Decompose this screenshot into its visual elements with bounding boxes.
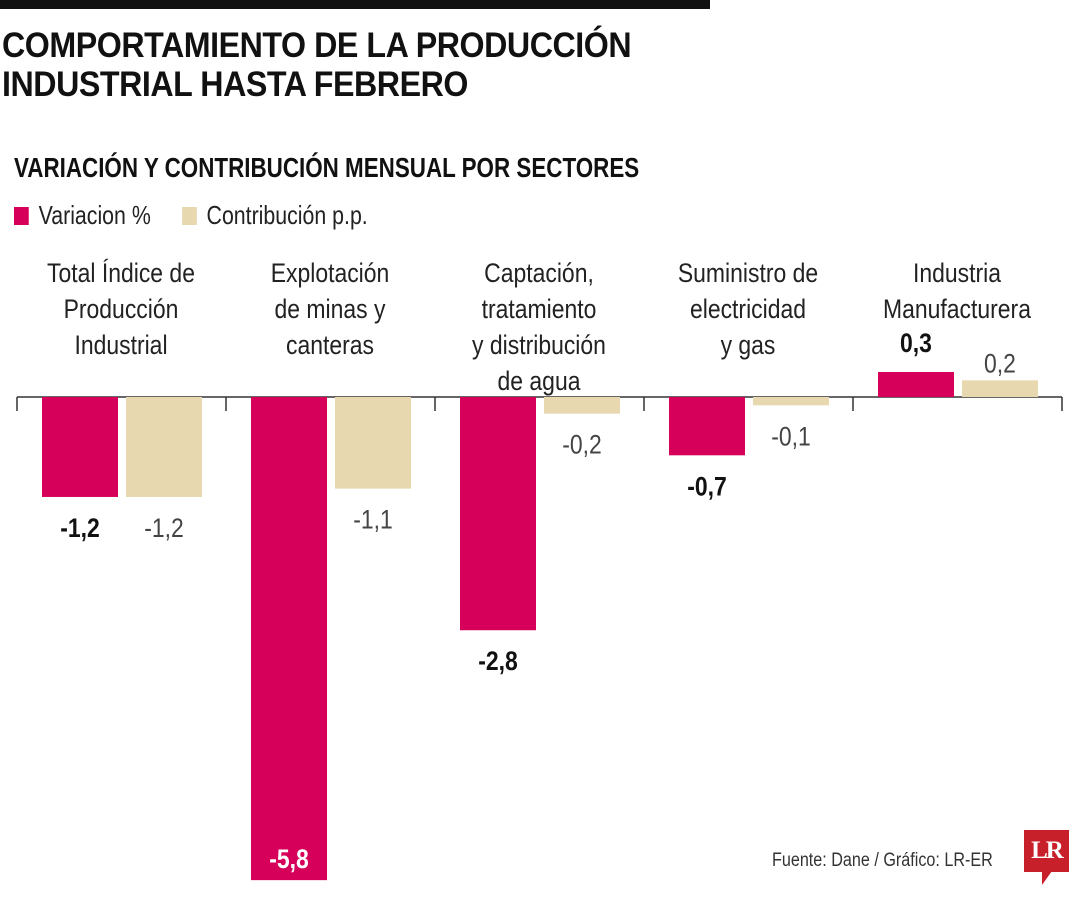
- category-label: Industria: [913, 258, 1001, 288]
- bar-variacion: [669, 397, 745, 456]
- legend-item-variacion: Variacion %: [14, 200, 151, 231]
- data-label: -2,8: [478, 647, 518, 677]
- bar-variacion: [878, 372, 954, 397]
- chart-subtitle: VARIACIÓN Y CONTRIBUCIÓN MENSUAL POR SEC…: [14, 152, 640, 183]
- data-label: -1,1: [353, 505, 393, 535]
- bar-contribucion: [544, 397, 620, 414]
- bar-variacion: [42, 397, 118, 497]
- source-note: Fuente: Dane / Gráfico: LR-ER: [772, 850, 993, 871]
- bar-variacion: [251, 397, 327, 881]
- data-label: -0,1: [771, 422, 811, 452]
- legend: Variacion % Contribución p.p.: [14, 200, 368, 231]
- category-label: y gas: [721, 330, 776, 360]
- bar-contribucion: [126, 397, 202, 497]
- title-line-1: COMPORTAMIENTO DE LA PRODUCCIÓN: [2, 26, 632, 65]
- category-label: Producción: [64, 294, 179, 324]
- category-label: Total Índice de: [47, 257, 195, 288]
- lr-logo: LR: [1024, 830, 1069, 885]
- data-label: -5,8: [269, 844, 309, 874]
- category-label: tratamiento: [482, 294, 597, 324]
- category-label: Captación,: [484, 258, 594, 288]
- category-label: Explotación: [271, 258, 390, 288]
- bar-contribucion: [753, 397, 829, 406]
- category-label: canteras: [286, 330, 374, 360]
- data-label: -1,2: [144, 513, 184, 543]
- category-label: electricidad: [690, 294, 806, 324]
- category-label: y distribución: [472, 330, 606, 360]
- data-label: 0,2: [984, 349, 1016, 379]
- category-label: Industrial: [74, 330, 167, 360]
- legend-label: Contribución p.p.: [206, 200, 368, 230]
- top-rule: [0, 0, 710, 9]
- data-label: -0,2: [562, 430, 602, 460]
- category-label: de minas y: [275, 294, 386, 324]
- category-label: Suministro de: [678, 258, 818, 288]
- data-label: 0,3: [900, 328, 932, 358]
- legend-swatch-variacion: [14, 207, 29, 225]
- data-label: -0,7: [687, 472, 727, 502]
- data-label: -1,2: [60, 513, 100, 543]
- title-line-2: INDUSTRIAL HASTA FEBRERO: [2, 65, 469, 104]
- category-label: de agua: [498, 366, 581, 396]
- bar-contribucion: [335, 397, 411, 489]
- legend-item-contribucion: Contribución p.p.: [181, 200, 368, 231]
- legend-label: Variacion %: [38, 200, 151, 230]
- category-label: Manufacturera: [883, 294, 1031, 324]
- bar-contribucion: [962, 380, 1038, 397]
- legend-swatch-contribucion: [181, 207, 197, 225]
- bar-variacion: [460, 397, 536, 631]
- page-title: COMPORTAMIENTO DE LA PRODUCCIÓN INDUSTRI…: [2, 26, 632, 104]
